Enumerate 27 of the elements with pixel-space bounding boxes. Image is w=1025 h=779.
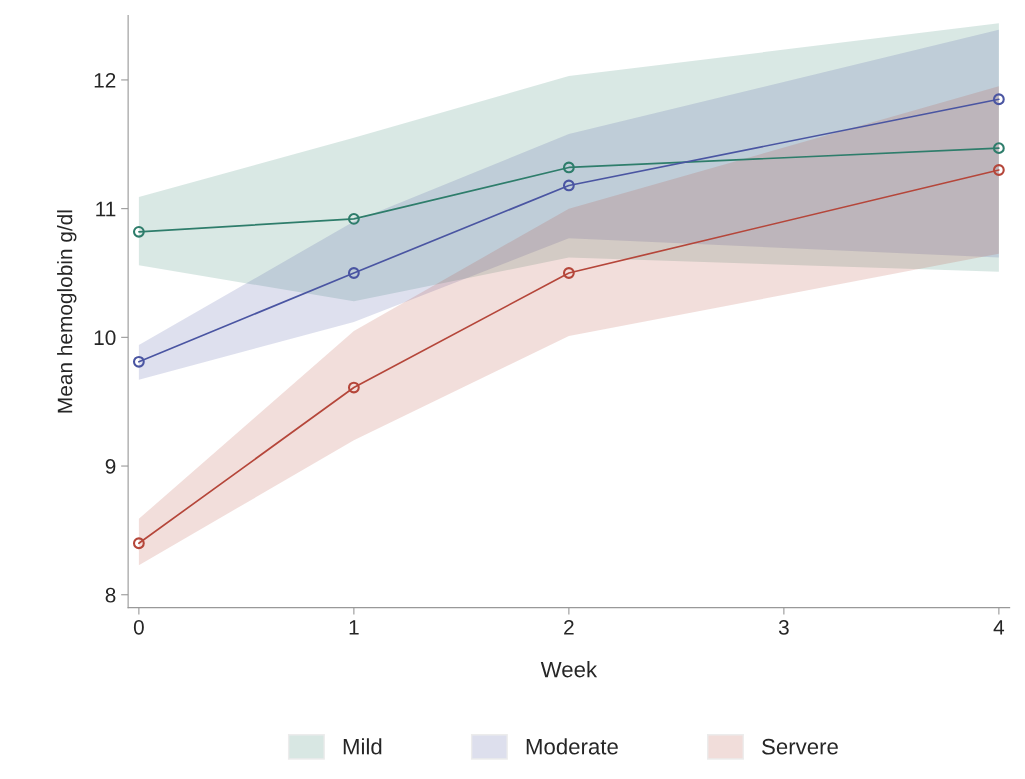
point [347, 267, 360, 279]
x-tick-label: 1 [349, 620, 359, 635]
legend-label: Servere [762, 738, 838, 755]
y-tick-label: 11 [96, 201, 116, 217]
x-axis-title: Week [540, 661, 598, 678]
point [132, 355, 145, 368]
y-axis-title: Mean hemoglobin g/dl [57, 210, 77, 413]
point [562, 267, 575, 279]
point [562, 179, 575, 192]
legend-label: Moderate [526, 738, 618, 755]
point [992, 164, 1005, 176]
point [992, 142, 1005, 155]
x-tick-label: 0 [133, 619, 144, 635]
point [347, 213, 360, 225]
point [347, 381, 360, 394]
y-tick-label: 8 [105, 587, 116, 603]
y-tick-label: 10 [94, 330, 116, 346]
legend-label: Mild [343, 738, 382, 755]
x-tick-label: 2 [564, 619, 574, 635]
point [132, 537, 145, 550]
y-tick-label: 9 [105, 459, 116, 474]
y-tick-label: 12 [94, 72, 116, 88]
point [562, 161, 575, 174]
x-tick-label: 3 [778, 619, 789, 635]
point [992, 93, 1005, 106]
point [132, 225, 145, 238]
x-tick-label: 4 [993, 620, 1005, 635]
